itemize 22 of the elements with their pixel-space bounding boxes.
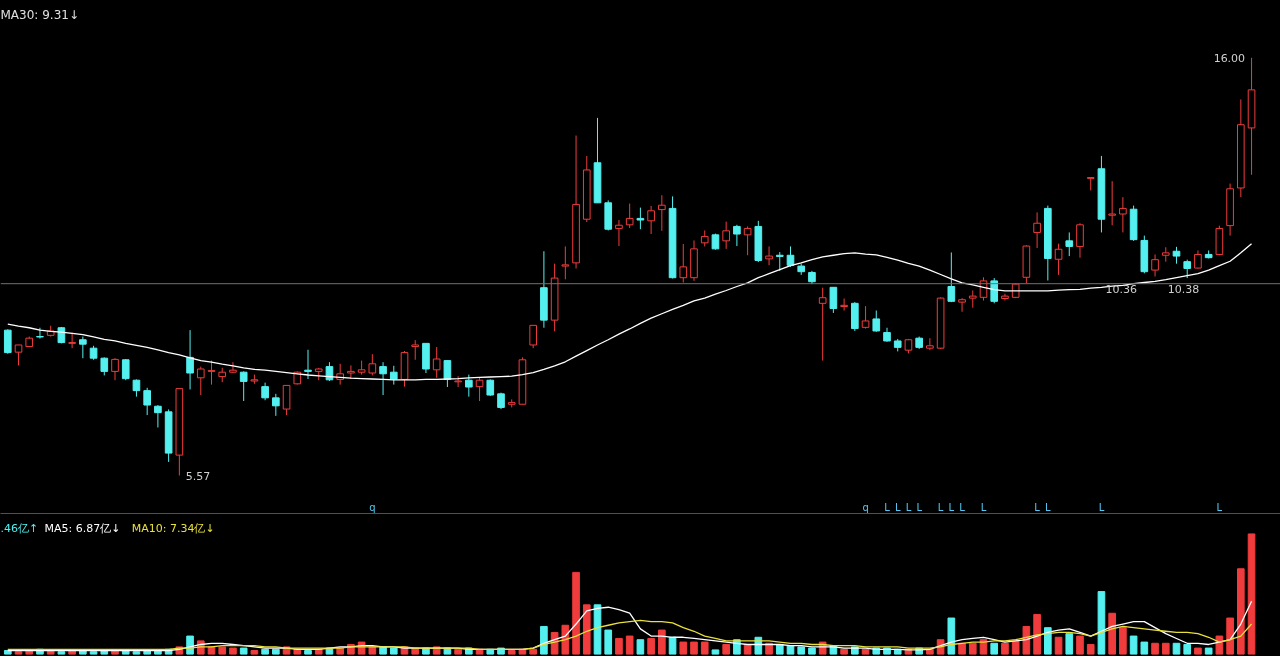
annotation: 5.57 <box>185 469 211 483</box>
x-tick-label: L <box>1098 501 1105 513</box>
annotation: MA10: 7.34亿↓ <box>131 521 215 535</box>
x-tick-label: L <box>980 501 987 513</box>
x-tick-label: q <box>862 501 869 513</box>
x-tick-label: L <box>1045 501 1052 513</box>
chart-title: MA30: 9.31↓ <box>0 7 79 22</box>
x-tick-label: L <box>905 501 912 513</box>
x-tick-label: q <box>369 501 376 513</box>
x-tick-label: L <box>1034 501 1041 513</box>
x-tick-label: L <box>937 501 944 513</box>
annotation: .46亿↑ <box>0 521 39 535</box>
annotation: 10.36 <box>1105 282 1137 296</box>
x-tick-label: L <box>1216 501 1223 513</box>
x-tick-label: L <box>959 501 966 513</box>
annotation: 16.00 <box>1213 51 1246 65</box>
annotation: MA5: 6.87亿↓ <box>44 521 121 535</box>
x-tick-label: L <box>884 501 891 513</box>
x-tick-label: L <box>894 501 901 513</box>
annotation: 10.38 <box>1167 282 1200 296</box>
x-tick-label: L <box>948 501 955 513</box>
x-tick-label: L <box>916 501 923 513</box>
